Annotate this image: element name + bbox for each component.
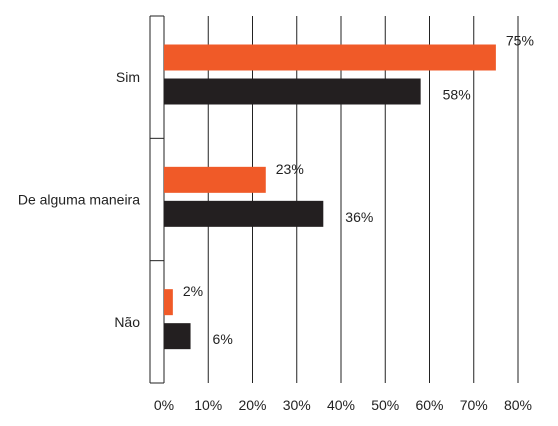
category-label: De alguma maneira (18, 192, 140, 208)
category-labels: Sim De alguma maneira Não (18, 69, 140, 330)
bars (164, 44, 496, 350)
category-axis (149, 15, 164, 384)
x-tick-label: 20% (238, 397, 266, 413)
category-label: Não (114, 314, 140, 330)
x-tick-label: 60% (415, 397, 443, 413)
gridlines (163, 16, 519, 383)
x-tick-label: 10% (194, 397, 222, 413)
x-tick-label: 80% (504, 397, 532, 413)
x-tick-label: 30% (283, 397, 311, 413)
bar-series-1 (164, 44, 496, 71)
bar-series-1 (164, 166, 266, 193)
x-tick-labels: 0% 10% 20% 30% 40% 50% 60% 70% 80% (154, 397, 532, 413)
bar-series-1 (164, 289, 173, 316)
bar-series-2 (164, 78, 421, 105)
x-tick-label: 70% (460, 397, 488, 413)
bar-series-2 (164, 200, 324, 227)
data-label: 36% (345, 209, 373, 225)
data-label: 75% (506, 33, 534, 49)
x-tick-label: 50% (371, 397, 399, 413)
x-tick-label: 40% (327, 397, 355, 413)
x-tick-label: 0% (154, 397, 174, 413)
data-label: 23% (276, 161, 304, 177)
category-label: Sim (116, 69, 140, 85)
bar-series-2 (164, 323, 191, 350)
data-label: 2% (183, 283, 203, 299)
data-label: 58% (443, 87, 471, 103)
data-labels: 75% 58% 23% 36% 2% 6% (183, 33, 534, 348)
data-label: 6% (213, 331, 233, 347)
